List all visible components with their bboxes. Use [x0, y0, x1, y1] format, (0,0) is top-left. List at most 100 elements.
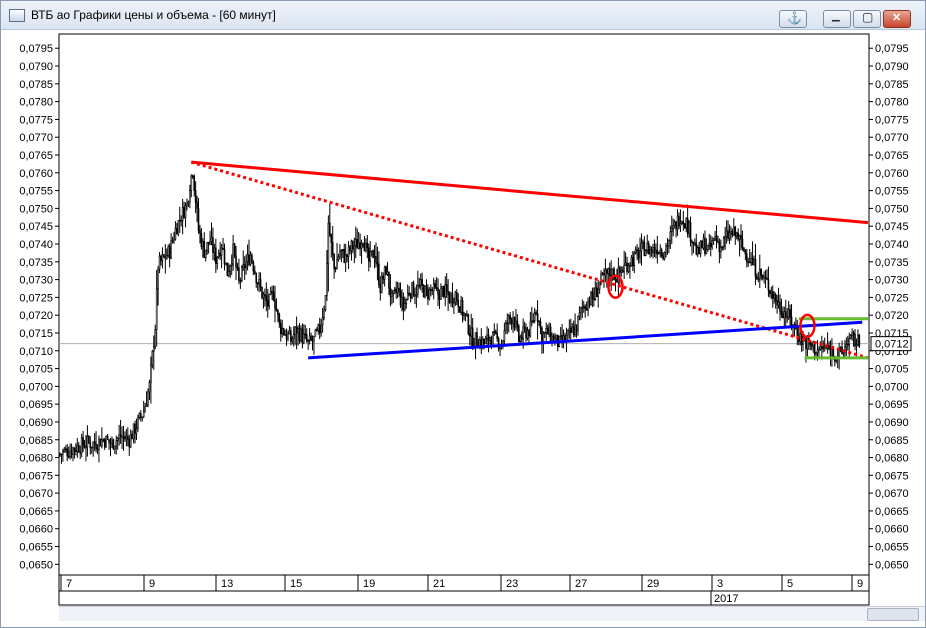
anchor-button[interactable]: ⚓	[779, 10, 807, 28]
x-year-label: 2017	[714, 593, 738, 605]
y-tick-label-left: 0,0710	[19, 346, 53, 358]
candle-body	[141, 416, 144, 419]
candle-body	[531, 320, 533, 323]
candle-body	[119, 434, 122, 438]
candle-body	[720, 246, 722, 253]
candle-body	[138, 413, 141, 418]
candle-body	[70, 450, 73, 455]
candle-body	[810, 344, 813, 347]
candle-body	[190, 175, 193, 191]
candle-body	[845, 343, 848, 348]
candle-body	[415, 293, 418, 296]
candle-body	[679, 223, 682, 227]
candle-body	[210, 237, 213, 242]
y-tick-label-right: 0,0775	[875, 114, 909, 126]
y-tick-label-right: 0,0675	[875, 470, 909, 482]
candle-body	[489, 337, 491, 341]
candle-body	[505, 322, 507, 331]
candle-body	[548, 326, 550, 335]
candle-body	[786, 315, 789, 319]
year-axis-frame	[58, 590, 870, 606]
candle-body	[341, 249, 344, 251]
candle-body	[124, 436, 126, 440]
candle-body	[125, 435, 128, 440]
restore-icon: ▢	[862, 10, 874, 24]
candle-body	[82, 437, 84, 446]
y-tick-label-left: 0,0755	[19, 186, 53, 198]
candle-body	[297, 328, 299, 334]
candle-body	[494, 331, 497, 334]
candle-body	[112, 439, 115, 450]
candle-body	[790, 316, 793, 326]
y-tick-label-left: 0,0660	[19, 524, 53, 536]
candle-body	[66, 448, 69, 457]
x-tick-label: 29	[647, 578, 659, 590]
y-tick-label-left: 0,0795	[19, 43, 53, 55]
candle-body	[347, 246, 350, 257]
candle-body	[165, 255, 168, 259]
candle-body	[285, 334, 288, 340]
candle-body	[438, 294, 441, 300]
y-tick-label-left: 0,0685	[19, 435, 53, 447]
candle-body	[147, 391, 149, 406]
candle-body	[161, 254, 164, 262]
candle-body	[630, 257, 633, 267]
candle-body	[131, 434, 133, 440]
candle-body	[151, 350, 154, 366]
plot-frame	[58, 33, 870, 576]
candle-body	[163, 254, 165, 257]
candle-body	[613, 268, 615, 280]
candle-body	[308, 335, 311, 341]
candle-body	[721, 246, 724, 249]
minimize-button[interactable]: ▁	[823, 10, 851, 28]
scrollbar-thumb[interactable]	[867, 608, 919, 621]
candle-body	[643, 241, 646, 257]
candle-body	[747, 261, 750, 264]
candle-body	[652, 247, 654, 254]
candle-body	[92, 441, 94, 448]
candle-body	[248, 254, 250, 265]
candle-body	[698, 247, 700, 254]
candle-body	[585, 308, 588, 311]
candle-body	[252, 261, 255, 272]
candle-body	[311, 339, 314, 342]
candle-body	[745, 253, 748, 263]
last-price-label: 0,0712	[875, 339, 909, 351]
candle-body	[535, 312, 537, 314]
candle-body	[392, 290, 395, 294]
candle-body	[496, 332, 498, 339]
candle-body	[665, 245, 667, 253]
horizontal-scrollbar[interactable]	[59, 606, 925, 621]
y-tick-label-left: 0,0740	[19, 239, 53, 251]
candle-body	[412, 282, 415, 297]
candle-body	[77, 444, 80, 453]
candle-body	[555, 334, 558, 340]
candle-body	[828, 345, 830, 350]
candle-body	[424, 285, 426, 298]
candle-body	[842, 352, 845, 354]
candle-body	[512, 317, 514, 324]
candle-body	[291, 338, 294, 342]
candle-body	[699, 241, 702, 254]
candle-body	[365, 242, 367, 252]
candle-body	[62, 451, 64, 455]
restore-button[interactable]: ▢	[853, 10, 881, 28]
candle-body	[467, 314, 470, 335]
title-bar[interactable]: ВТБ ао Графики цены и объема - [60 минут…	[1, 1, 925, 30]
candle-body	[683, 223, 686, 229]
candle-body	[262, 293, 265, 299]
price-chart[interactable]: 0,0795 0,0790 0,0785 0,0780 0,0775 0,0770 0,07…	[1, 30, 925, 606]
x-tick-label: 23	[506, 578, 518, 590]
candle-body	[702, 237, 705, 249]
y-tick-label-left: 0,0715	[19, 328, 53, 340]
close-button[interactable]: ✕	[883, 10, 911, 28]
candle-body	[676, 215, 679, 230]
y-tick-label-left: 0,0770	[19, 132, 53, 144]
candle-body	[295, 327, 298, 334]
candle-body	[199, 230, 201, 234]
candle-body	[831, 347, 833, 358]
candle-body	[756, 276, 758, 279]
candle-body	[93, 441, 96, 445]
candle-body	[85, 446, 87, 449]
candle-body	[173, 238, 175, 242]
